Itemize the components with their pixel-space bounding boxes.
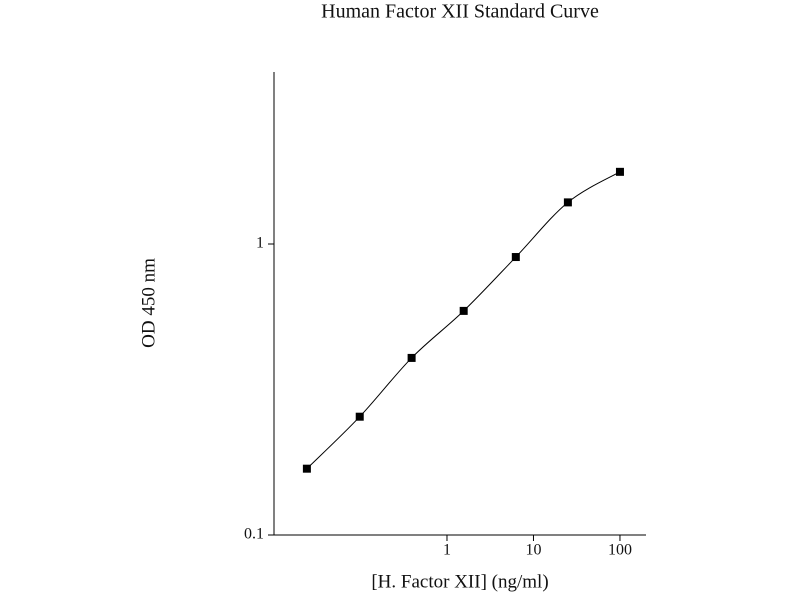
y-tick-label: 0.1 (244, 526, 264, 543)
data-point (355, 412, 364, 421)
data-point (615, 167, 624, 176)
data-point (563, 198, 572, 207)
data-point (407, 353, 416, 362)
data-point (511, 253, 520, 262)
data-point (459, 306, 468, 315)
x-axis-label: [H. Factor XII] (ng/ml) (371, 571, 548, 592)
x-tick-label: 10 (525, 542, 541, 559)
fit-curve (306, 171, 621, 470)
x-tick-label: 1 (443, 542, 451, 559)
data-point (302, 464, 311, 473)
y-axis-label: OD 450 nm (138, 258, 159, 348)
y-tick-label: 1 (256, 235, 264, 252)
x-tick-label: 100 (608, 542, 632, 559)
chart-title: Human Factor XII Standard Curve (321, 1, 599, 23)
